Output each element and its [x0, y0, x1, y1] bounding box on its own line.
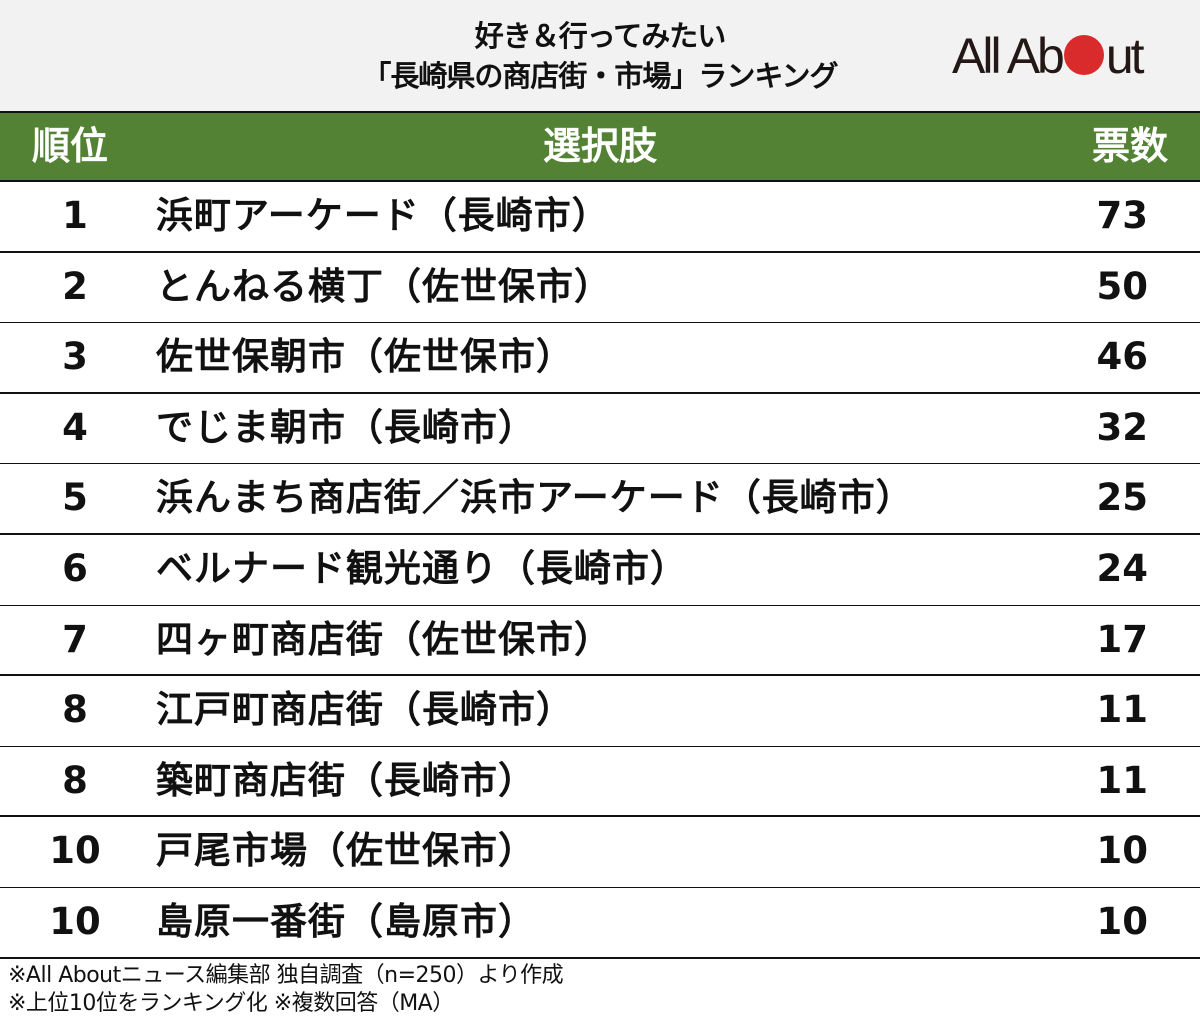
choice-cell: 江戸町商店街（長崎市）: [156, 688, 574, 732]
choice-cell: 戸尾市場（佐世保市）: [156, 829, 536, 873]
votes-cell: 10: [1096, 899, 1149, 943]
votes-cell: 46: [1096, 335, 1149, 379]
votes-cell: 11: [1096, 688, 1149, 732]
choice-cell: 築町商店街（長崎市）: [156, 758, 536, 802]
votes-cell: 17: [1096, 617, 1149, 661]
rank-cell: 5: [62, 476, 88, 520]
choice-cell: ベルナード観光通り（長崎市）: [156, 546, 688, 590]
votes-cell: 10: [1096, 829, 1149, 873]
table-row: 4 でじま朝市（長崎市） 32: [0, 394, 1200, 465]
votes-cell: 24: [1096, 546, 1149, 590]
choice-cell: でじま朝市（長崎市）: [156, 405, 536, 449]
footnote-line1: ※All Aboutニュース編集部 独自調査（n=250）より作成: [8, 963, 564, 988]
logo-red-dot-icon: [1063, 35, 1104, 75]
page-title-line2: 「長崎県の商店街・市場」ランキング: [362, 59, 838, 93]
footnote-line2: ※上位10位をランキング化 ※複数回答（MA）: [8, 991, 454, 1016]
table-row: 1 浜町アーケード（長崎市） 73: [0, 182, 1200, 253]
all-about-logo: All Ab ut: [952, 28, 1145, 84]
choice-cell: 浜んまち商店街／浜市アーケード（長崎市）: [156, 476, 914, 520]
choice-cell: とんねる横丁（佐世保市）: [156, 264, 612, 308]
choice-cell: 四ヶ町商店街（佐世保市）: [156, 617, 612, 661]
table-header: 順位 選択肢 票数: [0, 111, 1200, 182]
votes-cell: 25: [1096, 476, 1149, 520]
choice-cell: 佐世保朝市（佐世保市）: [156, 335, 574, 379]
logo-text-prefix: All Ab: [952, 28, 1065, 84]
table-row: 8 築町商店街（長崎市） 11: [0, 747, 1200, 818]
header-choice: 選択肢: [542, 124, 657, 168]
page-title-line1: 好き＆行ってみたい: [474, 19, 727, 53]
rank-cell: 4: [62, 405, 88, 449]
votes-cell: 11: [1096, 758, 1149, 802]
table-row: 3 佐世保朝市（佐世保市） 46: [0, 323, 1200, 394]
header-votes: 票数: [1091, 124, 1168, 168]
title-area: 好き＆行ってみたい 「長崎県の商店街・市場」ランキング All Ab ut: [0, 0, 1200, 111]
rank-cell: 8: [62, 688, 88, 732]
table-row: 6 ベルナード観光通り（長崎市） 24: [0, 535, 1200, 606]
table-row: 2 とんねる横丁（佐世保市） 50: [0, 253, 1200, 324]
rank-cell: 8: [62, 758, 88, 802]
rank-cell: 10: [49, 829, 101, 873]
rank-cell: 3: [62, 335, 88, 379]
rank-cell: 1: [62, 194, 88, 237]
choice-cell: 島原一番街（島原市）: [156, 899, 536, 943]
header-rank: 順位: [32, 124, 109, 168]
logo-text-suffix: ut: [1105, 28, 1145, 84]
table-body: 1 浜町アーケード（長崎市） 73 2 とんねる横丁（佐世保市） 50 3 佐世保朝市（佐…: [0, 182, 1200, 959]
rank-cell: 2: [62, 264, 88, 308]
votes-cell: 73: [1096, 194, 1149, 237]
rank-cell: 7: [62, 617, 88, 661]
table-row: 7 四ヶ町商店街（佐世保市） 17: [0, 606, 1200, 677]
rank-cell: 10: [49, 899, 101, 943]
table-row: 10 島原一番街（島原市） 10: [0, 888, 1200, 959]
votes-cell: 32: [1096, 405, 1149, 449]
footnote: ※All Aboutニュース編集部 独自調査（n=250）より作成 ※上位10位…: [8, 962, 564, 1018]
votes-cell: 50: [1096, 264, 1149, 308]
table-row: 8 江戸町商店街（長崎市） 11: [0, 676, 1200, 747]
rank-cell: 6: [62, 546, 88, 590]
table-row: 10 戸尾市場（佐世保市） 10: [0, 817, 1200, 888]
choice-cell: 浜町アーケード（長崎市）: [156, 194, 610, 237]
table-row: 5 浜んまち商店街／浜市アーケード（長崎市） 25: [0, 464, 1200, 535]
